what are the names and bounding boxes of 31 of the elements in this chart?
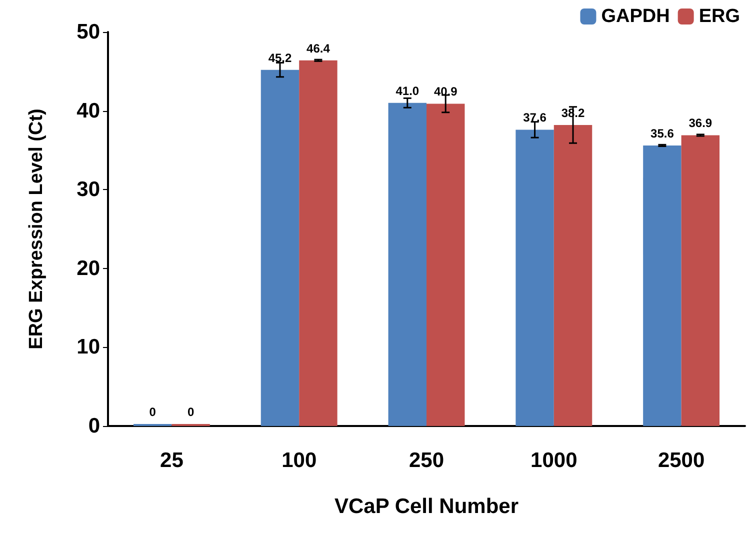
y-tick-label: 30	[76, 178, 100, 202]
y-tick-label: 20	[76, 256, 100, 280]
x-axis-title: VCaP Cell Number	[334, 495, 519, 518]
x-tick-label: 25	[160, 449, 184, 472]
y-axis-title: ERG Expression Level (Ct)	[26, 108, 47, 350]
data-label: 46.4	[306, 41, 330, 56]
bar	[426, 104, 465, 426]
x-tick-label: 1000	[530, 449, 578, 472]
x-tick-label: 2500	[658, 449, 705, 472]
bar	[299, 60, 338, 426]
data-label: 45.2	[268, 50, 292, 65]
data-label: 37.6	[523, 110, 547, 125]
y-tick-label: 50	[76, 20, 100, 44]
bar	[388, 102, 426, 426]
data-label: 0	[149, 405, 156, 419]
x-tick-label: 100	[282, 449, 317, 472]
bar	[554, 124, 592, 426]
bar	[516, 130, 554, 426]
bar	[681, 135, 720, 426]
legend-label: ERG	[698, 6, 740, 27]
data-label: 36.9	[688, 116, 712, 130]
data-label: 0	[187, 405, 194, 419]
x-tick-label: 250	[408, 449, 444, 472]
y-tick-label: 40	[76, 99, 100, 122]
bar	[643, 145, 682, 426]
legend-label: GAPDH	[601, 6, 670, 27]
bar	[260, 70, 300, 426]
data-label: 35.6	[650, 126, 674, 140]
y-tick-label: 10	[76, 336, 100, 359]
y-tick-label: 0	[88, 414, 100, 438]
data-label: 41.0	[396, 84, 420, 98]
